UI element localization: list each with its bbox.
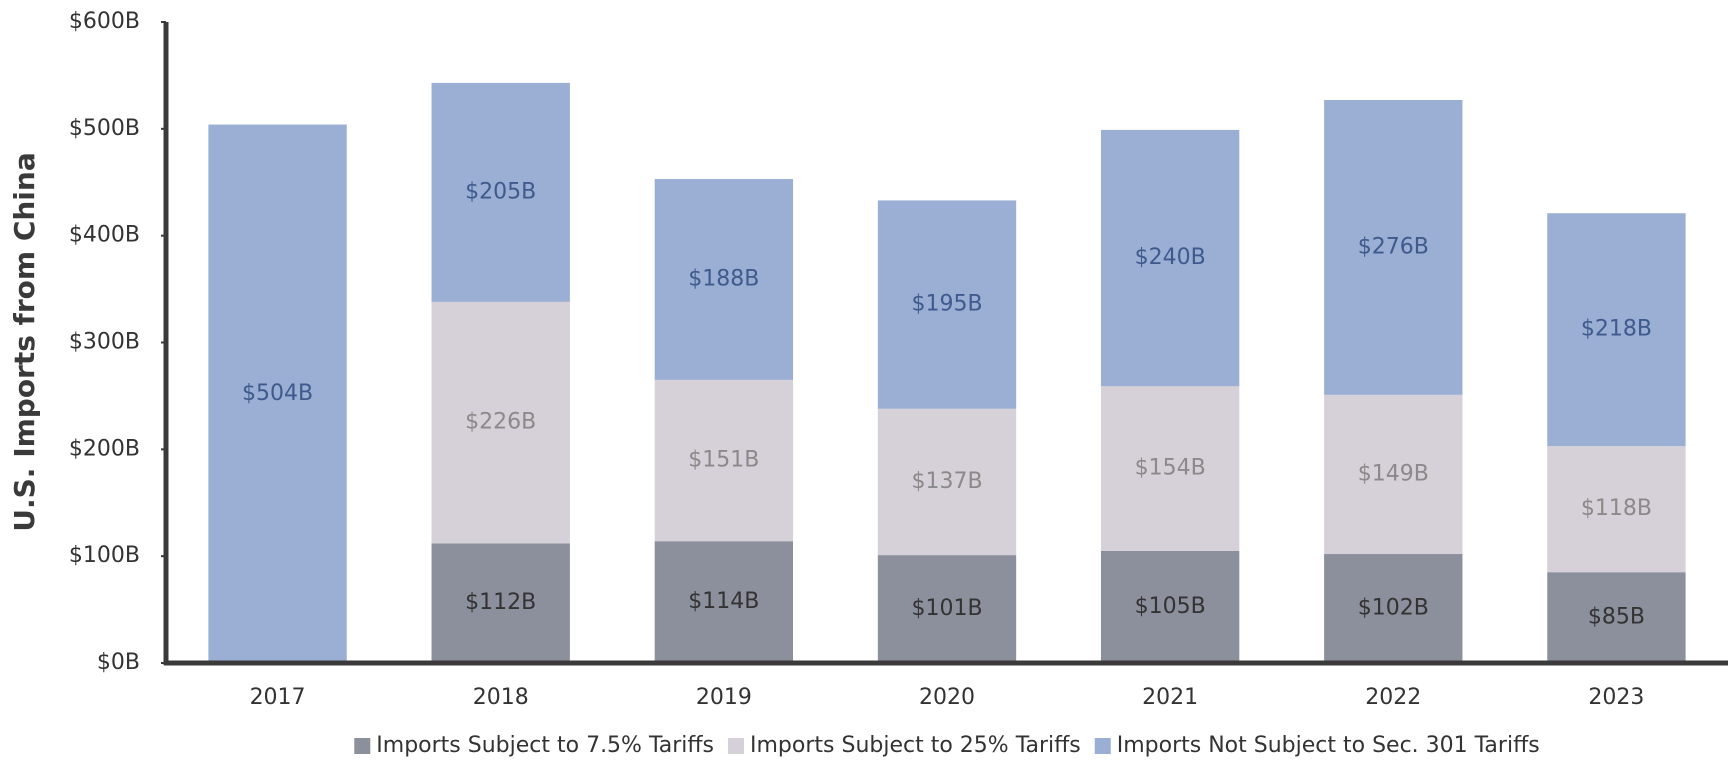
bar-segment [431,82,570,302]
value-label: $101B [911,596,982,621]
bar-segment [877,408,1017,556]
bar-segment [654,379,794,542]
y-tick-label: $500B [69,116,140,141]
y-axis-title: U.S. Imports from China [8,152,41,531]
value-label: $102B [1358,596,1429,621]
bar-segment [431,543,570,663]
bar-segment [1547,446,1686,573]
legend-swatch [1094,738,1111,754]
bar-segment [1547,572,1686,663]
value-label: $112B [465,590,536,615]
y-tick-label: $100B [69,543,140,568]
bar-segment [208,124,347,663]
y-tick-label: $600B [69,9,140,34]
value-label: $105B [1135,594,1206,619]
value-label: $137B [911,469,982,494]
y-tick-label: $200B [69,436,140,461]
legend-label: Imports Not Subject to Sec. 301 Tariffs [1117,733,1540,758]
x-tick-label: 2018 [473,685,529,710]
value-label: $205B [465,179,536,204]
y-tick-label: $300B [69,330,140,355]
x-tick-label: 2017 [250,685,306,710]
value-label: $240B [1135,245,1206,270]
bar-segment [877,555,1017,663]
bar-segment [1324,554,1463,663]
legend-label: Imports Subject to 25% Tariffs [750,733,1081,758]
bar-segment [1324,99,1463,395]
value-label: $151B [688,448,759,473]
bar-segment [1324,394,1463,555]
y-tick-label: $0B [97,650,140,675]
value-label: $85B [1588,605,1645,630]
y-tick-label: $400B [69,223,140,248]
value-label: $118B [1581,496,1652,521]
bar-segment [431,301,570,544]
x-tick-label: 2020 [919,685,975,710]
value-label: $504B [242,381,313,406]
bar-segment [1547,213,1686,447]
value-label: $188B [688,266,759,291]
bar-segment [1100,550,1240,663]
value-label: $195B [911,292,982,317]
x-tick-label: 2021 [1142,685,1198,710]
x-tick-label: 2019 [696,685,752,710]
bar-segment [654,179,794,380]
x-tick-label: 2022 [1365,685,1421,710]
bar-segment [877,200,1017,409]
bar-segment [1100,129,1240,387]
bar-segment [1100,386,1240,551]
value-label: $218B [1581,317,1652,342]
value-label: $154B [1135,456,1206,481]
x-tick-label: 2023 [1588,685,1644,710]
value-label: $114B [688,589,759,614]
bar-segment [654,541,794,663]
value-label: $149B [1358,461,1429,486]
legend-label: Imports Subject to 7.5% Tariffs [376,733,714,758]
legend-swatch [354,738,371,754]
value-label: $226B [465,410,536,435]
value-label: $276B [1358,234,1429,259]
legend-swatch [728,738,745,754]
